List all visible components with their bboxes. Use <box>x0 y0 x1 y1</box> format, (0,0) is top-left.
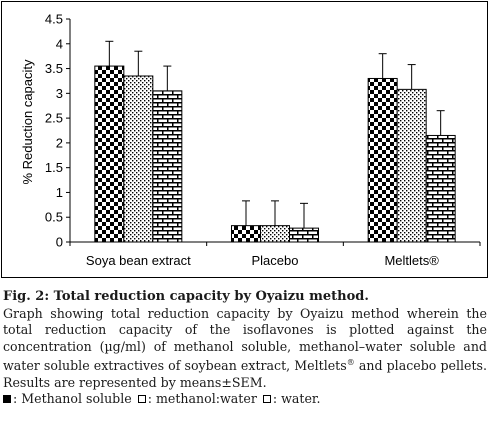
caption-body: Graph showing total reduction capacity b… <box>3 306 487 390</box>
open-square-icon <box>137 395 146 404</box>
y-tick-label: 3 <box>56 86 63 101</box>
chart-frame: % Reduction capacity 0 0.5 1 1.5 2 2.5 3 3.5 4 4.… <box>1 1 488 278</box>
solid-square-icon <box>3 395 11 404</box>
y-tick-label: 2 <box>56 135 63 150</box>
figure-caption: Fig. 2: Total reduction capacity by Oyai… <box>3 288 487 408</box>
caption-legend: : Methanol soluble: methanol:water: wate… <box>3 391 487 407</box>
bar <box>231 225 261 243</box>
bar <box>152 90 183 243</box>
bar-chart: % Reduction capacity 0 0.5 1 1.5 2 2.5 3 3.5 4 4.… <box>20 12 481 268</box>
x-tick-label: Soya bean extract <box>86 253 191 268</box>
y-tick-label: 0.5 <box>45 210 63 225</box>
y-tick-label: 1.5 <box>45 160 63 175</box>
y-axis-label: % Reduction capacity <box>20 59 35 185</box>
bar <box>94 65 125 243</box>
y-tick-label: 4 <box>56 36 63 51</box>
x-tick-label: Placebo <box>252 253 299 268</box>
y-tick-label: 0 <box>56 235 63 250</box>
caption-title: Fig. 2: Total reduction capacity by Oyai… <box>3 289 369 304</box>
bar <box>123 75 154 243</box>
y-tick-label: 4.5 <box>45 12 63 27</box>
open-square-icon <box>262 395 271 404</box>
x-tick-label: Meltlets® <box>384 253 439 268</box>
y-tick-label: 3.5 <box>45 61 63 76</box>
y-tick-label: 1 <box>56 185 63 200</box>
bar <box>260 225 290 243</box>
y-tick-label: 2.5 <box>45 111 63 126</box>
bar <box>425 134 456 243</box>
bar <box>289 227 319 243</box>
bar <box>367 77 398 243</box>
bar <box>396 88 427 243</box>
